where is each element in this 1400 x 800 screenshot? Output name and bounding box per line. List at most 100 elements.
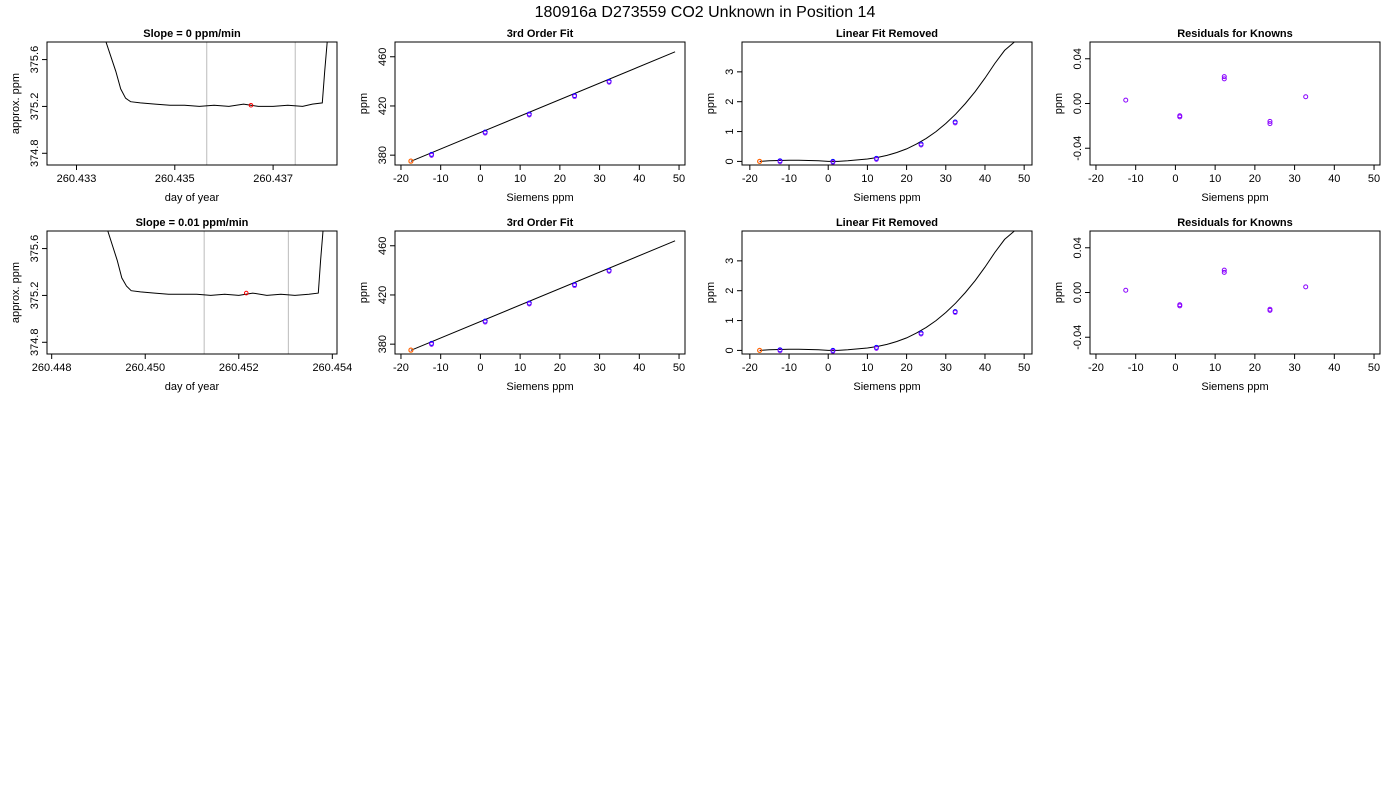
- known-point-repeat: [874, 157, 879, 162]
- x-tick-label: 10: [514, 362, 526, 374]
- main-title: 180916a D273559 CO2 Unknown in Position …: [535, 4, 876, 21]
- y-tick-label: -0.04: [1072, 136, 1084, 161]
- known-point-repeat: [526, 112, 532, 118]
- y-tick-label: 0.04: [1072, 237, 1084, 258]
- y-tick-label: -0.04: [1072, 325, 1084, 350]
- x-tick-label: 20: [554, 173, 566, 185]
- known-point-repeat: [777, 348, 783, 354]
- plot-frame: [1089, 41, 1381, 166]
- x-tick-label: 30: [593, 173, 605, 185]
- data-trace: [107, 231, 324, 296]
- plot-frame: [394, 41, 686, 166]
- residual-point: [1221, 267, 1227, 273]
- mean-marker: [243, 290, 249, 296]
- known-point-repeat: [606, 79, 612, 85]
- x-tick-label: -20: [742, 173, 758, 185]
- x-tick-label: 260.448: [32, 362, 72, 374]
- y-tick-label: 380: [377, 146, 389, 164]
- x-tick-label: 30: [593, 362, 605, 374]
- x-tick-label: -20: [393, 173, 409, 185]
- plot-area: [105, 42, 328, 165]
- y-tick-label: 2: [724, 99, 736, 105]
- fit-line: [410, 240, 676, 351]
- panel-1: Slope = 0 ppm/min 260.433 260.435 260.437 37…: [10, 28, 338, 204]
- y-tick-label: 1: [724, 129, 736, 135]
- y-tick-label: 0.04: [1072, 48, 1084, 69]
- fit-curve: [759, 42, 1016, 162]
- x-tick-label: 10: [1209, 362, 1221, 374]
- y-tick-label: 460: [377, 48, 389, 66]
- x-axis-label: day of year: [165, 381, 220, 393]
- x-tick-label: 0: [1172, 173, 1178, 185]
- y-axis-label: ppm: [705, 282, 717, 303]
- known-point-repeat: [952, 120, 958, 126]
- y-tick-label: 375.2: [29, 93, 41, 121]
- x-tick-label: 10: [861, 362, 873, 374]
- x-tick-label: 40: [633, 173, 645, 185]
- known-point-repeat: [526, 301, 532, 307]
- x-tick-label: 50: [1018, 362, 1030, 374]
- x-tick-label: 260.437: [253, 173, 293, 185]
- y-tick-label: 0.00: [1072, 282, 1084, 303]
- y-tick-label: 375.6: [29, 235, 41, 263]
- plot-area: [1123, 267, 1309, 313]
- x-tick-label: 50: [1368, 173, 1380, 185]
- x-tick-label: 0: [1172, 362, 1178, 374]
- known-point-repeat: [777, 159, 783, 165]
- x-tick-label: 40: [633, 362, 645, 374]
- y-tick-label: 1: [724, 318, 736, 324]
- x-tick-label: 0: [477, 362, 483, 374]
- panel-4: Residuals for Knowns -20 -10 0 10 20 30 40 50 -0.…: [1053, 28, 1381, 204]
- y-tick-label: 375.2: [29, 282, 41, 310]
- residual-point: [1123, 287, 1129, 293]
- x-tick-label: 50: [1018, 173, 1030, 185]
- x-axis-label: Siemens ppm: [1201, 381, 1268, 393]
- x-tick-label: 40: [1328, 362, 1340, 374]
- y-tick-label: 374.8: [29, 140, 41, 168]
- plot-area: [107, 231, 324, 354]
- known-point-repeat: [918, 331, 924, 337]
- panel-5: Slope = 0.01 ppm/min 260.448 260.450 260.45…: [10, 217, 352, 393]
- x-tick-label: 50: [1368, 362, 1380, 374]
- x-axis-label: Siemens ppm: [1201, 192, 1268, 204]
- unknown-point-repeat: [757, 158, 763, 165]
- plot-frame: [46, 41, 338, 166]
- x-tick-label: 260.433: [57, 173, 97, 185]
- x-tick-label: 10: [861, 173, 873, 185]
- x-tick-label: -20: [1088, 173, 1104, 185]
- residual-point: [1267, 307, 1273, 313]
- x-tick-label: 20: [554, 362, 566, 374]
- x-tick-label: 0: [825, 173, 831, 185]
- x-tick-label: -20: [393, 362, 409, 374]
- x-tick-label: -10: [433, 173, 449, 185]
- x-tick-label: -10: [1128, 362, 1144, 374]
- x-axis-label: Siemens ppm: [506, 192, 573, 204]
- y-axis-label: ppm: [358, 93, 370, 114]
- x-tick-label: 40: [979, 362, 991, 374]
- residual-point: [1221, 269, 1227, 275]
- y-axis-label: ppm: [705, 93, 717, 114]
- y-tick-label: 3: [724, 69, 736, 75]
- plot-frame: [741, 230, 1033, 355]
- y-tick-label: 460: [377, 237, 389, 255]
- x-tick-label: 10: [1209, 173, 1221, 185]
- known-point-repeat: [482, 319, 488, 325]
- x-tick-label: 20: [900, 362, 912, 374]
- x-tick-label: 50: [673, 362, 685, 374]
- x-tick-label: 260.435: [155, 173, 195, 185]
- x-tick-label: -10: [1128, 173, 1144, 185]
- known-point-repeat: [482, 130, 488, 136]
- plot-frame: [394, 230, 686, 355]
- plot-area: [757, 42, 1016, 165]
- x-tick-label: 20: [1249, 362, 1261, 374]
- y-tick-label: 420: [377, 286, 389, 304]
- y-tick-label: 380: [377, 335, 389, 353]
- residual-point: [1221, 76, 1227, 82]
- fit-line: [410, 51, 676, 162]
- fit-curve: [759, 231, 1016, 351]
- known-point-repeat: [952, 310, 958, 316]
- plot-area: [408, 240, 676, 353]
- y-tick-label: 375.6: [29, 46, 41, 74]
- panel-8: Residuals for Knowns -20 -10 0 10 20 30 40 50 -0.…: [1053, 217, 1381, 393]
- panel-title: Linear Fit Removed: [836, 28, 938, 40]
